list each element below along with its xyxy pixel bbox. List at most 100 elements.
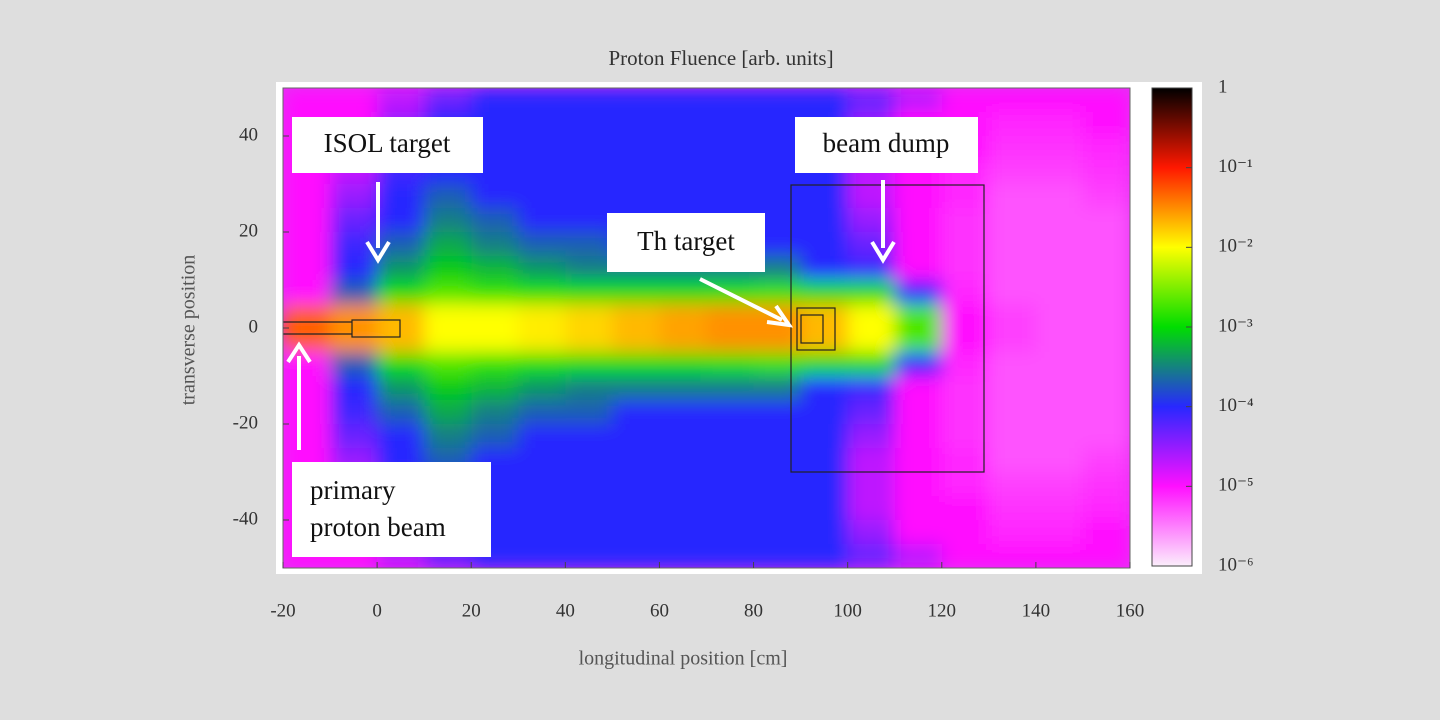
heatmap-cell xyxy=(1082,424,1130,449)
heatmap-cell xyxy=(1082,448,1130,473)
chart-title: Proton Fluence [arb. units] xyxy=(608,46,833,70)
colorbar-tick-label: 10⁻¹ xyxy=(1218,156,1253,177)
heatmap-cell xyxy=(1035,400,1084,425)
x-tick-label: 120 xyxy=(928,600,957,621)
heatmap-cell xyxy=(894,496,943,521)
arrow-head xyxy=(365,240,391,264)
isol-target-outline xyxy=(351,319,401,338)
heatmap-cell xyxy=(894,520,943,545)
heatmap-cell xyxy=(800,472,849,497)
heatmap-cell xyxy=(659,184,708,209)
heatmap-cell xyxy=(847,352,896,377)
heatmap-cell xyxy=(988,280,1037,305)
heatmap-cell xyxy=(565,208,613,233)
heatmap-cell xyxy=(753,424,802,449)
heatmap-cell xyxy=(518,184,566,209)
heatmap-cell xyxy=(941,544,990,568)
heatmap-cell xyxy=(518,160,566,185)
heatmap-cell xyxy=(612,328,661,353)
heatmap-cell xyxy=(800,352,849,377)
annotation-box xyxy=(795,117,978,173)
heatmap-cell xyxy=(988,208,1037,233)
heatmap-cell xyxy=(659,328,708,353)
annotation-dump: beam dump xyxy=(795,117,978,264)
heatmap-cell xyxy=(612,472,661,497)
heatmap-cell xyxy=(471,400,519,425)
heatmap-cell xyxy=(659,376,708,401)
heatmap-cell xyxy=(1035,376,1084,401)
heatmap-cell xyxy=(941,328,990,353)
heatmap-cell xyxy=(800,400,849,425)
heatmap-cell xyxy=(988,544,1037,568)
heatmap-cell xyxy=(283,280,331,305)
heatmap-cell xyxy=(753,160,802,185)
heatmap-cell xyxy=(565,448,613,473)
heatmap-cell xyxy=(988,424,1037,449)
heatmap-cell xyxy=(1082,184,1130,209)
heatmap-cell xyxy=(1082,160,1130,185)
heatmap-cell xyxy=(612,160,661,185)
heatmap xyxy=(283,88,1130,568)
heatmap-cell xyxy=(706,328,755,353)
heatmap-cell xyxy=(1082,376,1130,401)
heatmap-cell xyxy=(753,112,802,137)
y-tick-label: 40 xyxy=(239,124,258,145)
x-tick-label: -20 xyxy=(270,600,295,621)
heatmap-cell xyxy=(612,424,661,449)
heatmap-cell xyxy=(424,400,472,425)
heatmap-cell xyxy=(847,256,896,281)
heatmap-cell xyxy=(941,376,990,401)
x-tick-label: 100 xyxy=(833,600,862,621)
heatmap-cell xyxy=(1035,496,1084,521)
heatmap-cell xyxy=(706,112,755,137)
heatmap-cell xyxy=(330,184,378,209)
heatmap-cell xyxy=(941,280,990,305)
y-tick-label: -40 xyxy=(233,508,258,529)
heatmap-cell xyxy=(706,448,755,473)
heatmap-cell xyxy=(941,232,990,257)
heatmap-cell xyxy=(941,88,990,113)
heatmap-cell xyxy=(1035,448,1084,473)
heatmap-cell xyxy=(377,232,425,257)
heatmap-cell xyxy=(894,352,943,377)
heatmap-cell xyxy=(471,376,519,401)
arrow-head xyxy=(766,304,794,328)
heatmap-cell xyxy=(753,352,802,377)
heatmap-cell xyxy=(283,208,331,233)
heatmap-cell xyxy=(377,88,425,113)
heatmap-cell xyxy=(659,136,708,161)
heatmap-cell xyxy=(424,376,472,401)
heatmap-cell xyxy=(330,280,378,305)
heatmap-cell xyxy=(659,112,708,137)
heatmap-cell xyxy=(941,208,990,233)
heatmap-cell xyxy=(565,256,613,281)
heatmap-cell xyxy=(471,280,519,305)
heatmap-cell xyxy=(518,208,566,233)
heatmap-cell xyxy=(706,136,755,161)
heatmap-cell xyxy=(283,256,331,281)
heatmap-cell xyxy=(471,424,519,449)
heatmap-cell xyxy=(659,496,708,521)
heatmap-cell xyxy=(659,304,708,329)
heatmap-cell xyxy=(988,400,1037,425)
heatmap-cell xyxy=(1035,424,1084,449)
heatmap-cell xyxy=(988,376,1037,401)
heatmap-cell xyxy=(706,544,755,568)
heatmap-cell xyxy=(424,88,472,113)
beam-dump-outline xyxy=(790,184,985,473)
heatmap-cell xyxy=(847,496,896,521)
heatmap-cell xyxy=(565,160,613,185)
heatmap-cell xyxy=(1082,328,1130,353)
annotation-isol: ISOL target xyxy=(292,117,483,264)
heatmap-cell xyxy=(1082,496,1130,521)
heatmap-cell xyxy=(1082,544,1130,568)
heatmap-cell xyxy=(847,520,896,545)
heatmap-cell xyxy=(1035,256,1084,281)
heatmap-cell xyxy=(941,256,990,281)
geometry xyxy=(283,184,985,473)
heatmap-cell xyxy=(1082,136,1130,161)
x-tick-label: 0 xyxy=(372,600,382,621)
heatmap-cell xyxy=(1082,112,1130,137)
heatmap-cell xyxy=(424,280,472,305)
heatmap-cell xyxy=(988,328,1037,353)
